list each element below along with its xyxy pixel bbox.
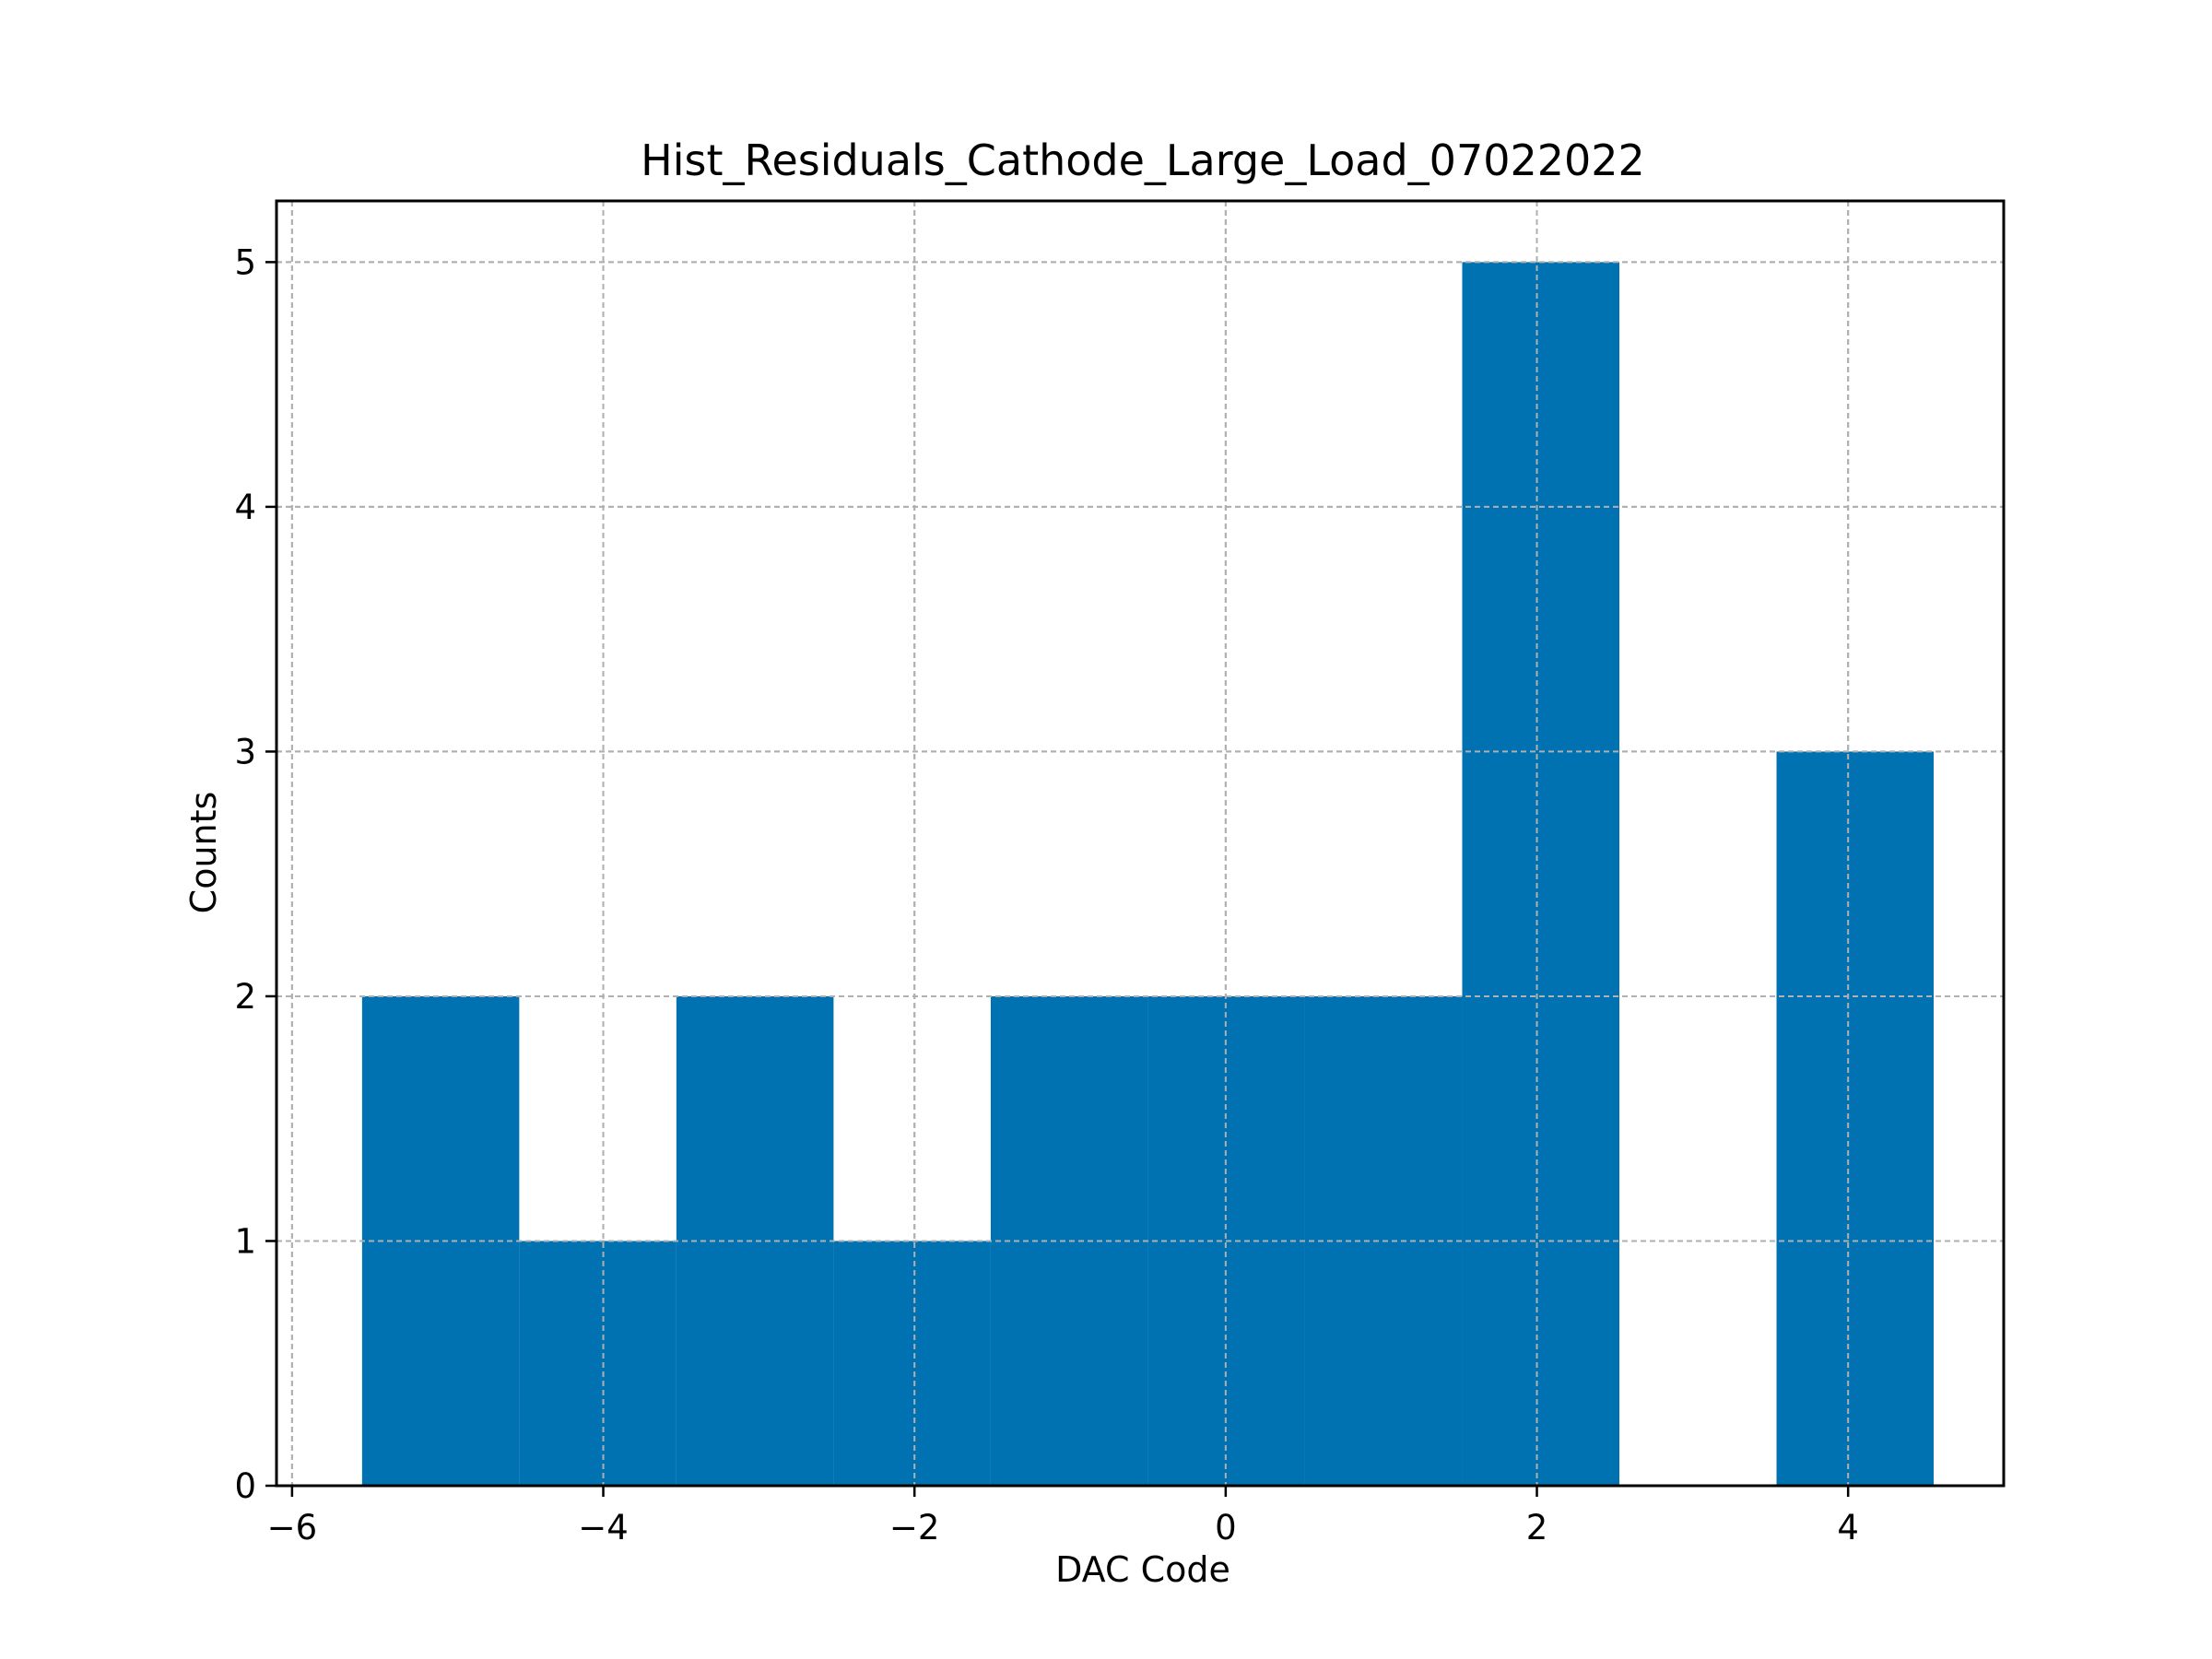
y-tick-label: 2 bbox=[234, 977, 256, 1017]
x-tick-label: 2 bbox=[1526, 1508, 1548, 1547]
x-tick-label: 0 bbox=[1215, 1508, 1237, 1547]
chart-title: Hist_Residuals_Cathode_Large_Load_070220… bbox=[641, 135, 1645, 185]
y-axis-label: Counts bbox=[183, 792, 224, 914]
y-tick-label: 4 bbox=[234, 488, 256, 527]
y-axis-ticks: 0 1 2 3 4 5 bbox=[234, 242, 276, 1506]
x-tick-label: −4 bbox=[578, 1508, 629, 1547]
x-tick-label: −6 bbox=[267, 1508, 318, 1547]
y-tick-label: 3 bbox=[234, 732, 256, 771]
histogram-bar bbox=[833, 1241, 991, 1486]
x-axis-label: DAC Code bbox=[1055, 1549, 1230, 1590]
histogram-bar bbox=[361, 995, 520, 1486]
y-tick-label: 5 bbox=[234, 242, 256, 282]
x-tick-label: 4 bbox=[1837, 1508, 1859, 1547]
plot-frame bbox=[275, 199, 2006, 1488]
x-tick-label: −2 bbox=[889, 1508, 940, 1547]
histogram-bar bbox=[519, 1241, 677, 1486]
y-tick-label: 1 bbox=[234, 1221, 256, 1261]
histogram-bar bbox=[676, 995, 834, 1486]
y-tick-label: 0 bbox=[234, 1466, 256, 1506]
x-axis-ticks: −6 −4 −2 0 2 4 bbox=[267, 1486, 1859, 1547]
histogram-bar bbox=[1462, 262, 1619, 1486]
histogram-bar bbox=[1776, 751, 1935, 1486]
